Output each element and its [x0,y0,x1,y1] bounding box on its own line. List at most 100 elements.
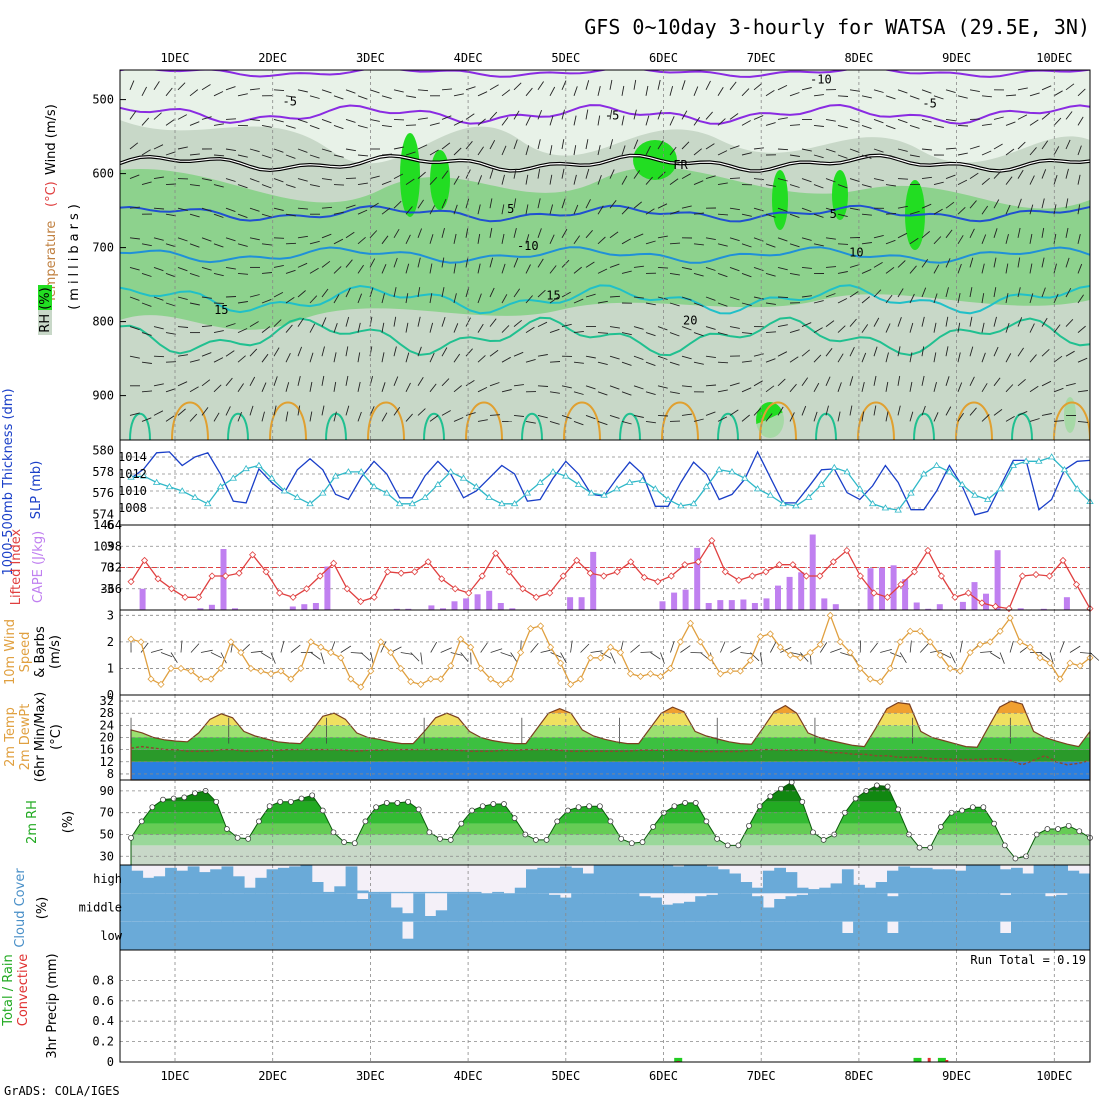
wind-barb [669,272,680,276]
cloud-bar [785,921,798,950]
cloud-bar [368,891,380,894]
wind-barb [957,152,968,156]
wind-speed-line-point [127,635,135,643]
cloud-bar [356,899,369,922]
wind-barb [981,293,985,304]
cloud-bar [1011,921,1023,950]
wind-barb [129,80,135,90]
wind-barb [417,199,424,209]
temp2m-axis-label-line: 2m DewPt [18,704,33,771]
precip-tick-label: 0.6 [92,994,114,1008]
wind-barb [657,414,669,417]
thickness-line-point [459,474,468,481]
wind-barb [633,265,644,268]
wind-barb [489,227,493,238]
wind-barb [561,323,572,328]
temp-tick-label: 20 [100,731,114,745]
temp-band [131,713,1090,726]
surface-wind-barb [200,649,213,653]
wind-barb [1041,257,1045,268]
lifted-index-line-point [559,572,567,580]
wind-barb [549,265,557,274]
wind-barb [333,294,340,304]
wind-barb [357,411,362,422]
wind-barb [585,261,595,268]
wind-barb [333,211,344,215]
wind-barb [321,288,329,298]
wind-speed-line-point [856,664,864,673]
wind-barb [969,287,973,298]
wind-barb [345,89,356,94]
wind-barb [657,296,668,300]
wind-barb [1065,350,1075,357]
thickness-line-point [421,493,429,500]
cape-bar [428,605,435,610]
cloud-bar [729,921,741,950]
temp-band [131,749,1090,762]
rh2m-unit-label: (%) [61,811,76,834]
lifted-index-line-point [883,593,891,601]
surface-wind-barb [909,640,912,653]
cape-bar [798,572,805,610]
cloud-bar [514,921,527,950]
thickness-line-point [856,485,864,492]
cloud-bar [199,893,211,922]
wind-barb [1005,121,1016,126]
thickness-line-point [984,495,992,502]
lifted-index-line-point [532,593,540,601]
wind-speed-line-point [806,648,814,657]
cloud-bar [142,893,155,922]
wind-barb [1041,287,1046,298]
upper-air-side-label: Wind (m/s)(°C)Temperature [44,104,59,304]
cloud-bar [131,870,144,894]
wind-speed-line-point [497,680,505,688]
wind-barb [213,213,224,218]
wind-barb [237,301,248,304]
cloud-bar [266,921,279,950]
wind-barb [1077,174,1081,185]
temp-contour-25 [423,412,445,440]
rh-point [405,798,411,805]
wind-barb [333,352,337,363]
wind-speed-line-point [457,635,465,643]
wind-barb [453,263,457,274]
wind-barb [321,89,332,94]
wind-barb [465,412,476,416]
contour-label: -10 [810,72,832,86]
cape-bar [312,603,319,610]
wind-barb [861,184,872,188]
wind-barb [285,154,296,159]
cloud-bar [661,904,674,922]
wind-barb [981,234,987,244]
wind-barb [969,346,974,357]
wind-barb [213,330,224,334]
wind-barb [921,231,930,239]
wind-barb [657,109,662,120]
wind-barb [981,123,992,126]
wind-barb [933,236,942,245]
wind-barb [141,117,150,126]
rh-low-band [120,375,1090,440]
wind-barb [897,375,901,386]
wind-speed-line-point [317,643,325,651]
thickness-line-point [625,478,634,485]
rh-point [245,835,252,842]
wind-speed-line-point [616,648,625,657]
lifted-index-line-point [208,572,216,580]
wind-barb [1017,410,1028,416]
wind-speed-line-point [1076,662,1084,670]
wind-barb [597,268,608,274]
wind-barb [225,178,236,182]
cloud-bar [864,887,877,894]
wind-barb [465,380,475,387]
wind-barb [381,124,392,128]
cloud-bar [965,893,978,922]
wind-barb [909,411,914,422]
wind-barb [357,381,361,392]
precip-convective-bar [927,1057,931,1062]
wind-barb [477,146,484,156]
wind-barb [369,89,380,94]
cloud-bar [627,865,640,894]
cloud-bar [785,872,798,894]
x-tick-label-bottom: 2DEC [258,1069,287,1083]
